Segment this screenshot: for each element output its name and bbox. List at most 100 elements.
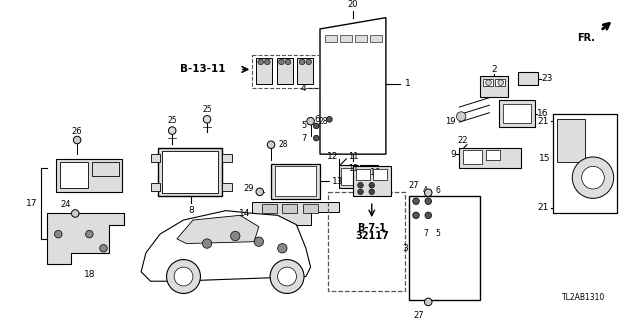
Bar bbox=[463, 150, 482, 164]
Bar bbox=[557, 119, 586, 162]
Circle shape bbox=[74, 136, 81, 144]
Text: 13: 13 bbox=[332, 177, 344, 186]
Circle shape bbox=[425, 212, 431, 219]
Text: 11: 11 bbox=[348, 152, 359, 161]
Text: 1: 1 bbox=[404, 79, 410, 88]
Circle shape bbox=[72, 210, 79, 217]
Bar bbox=[222, 154, 232, 162]
Text: 5: 5 bbox=[435, 229, 440, 238]
Circle shape bbox=[456, 112, 466, 121]
Text: 22: 22 bbox=[458, 136, 468, 145]
Circle shape bbox=[358, 182, 364, 188]
Bar bbox=[486, 150, 500, 160]
Circle shape bbox=[230, 231, 240, 241]
Text: B-13-11: B-13-11 bbox=[180, 64, 226, 75]
Polygon shape bbox=[320, 18, 386, 154]
Text: 11: 11 bbox=[348, 164, 358, 172]
Text: 5: 5 bbox=[301, 121, 307, 130]
Circle shape bbox=[86, 230, 93, 238]
Circle shape bbox=[166, 260, 200, 293]
Circle shape bbox=[424, 189, 432, 196]
Text: B-7-1: B-7-1 bbox=[357, 223, 386, 233]
Circle shape bbox=[498, 80, 504, 85]
Bar bbox=[340, 35, 352, 42]
Text: 25: 25 bbox=[168, 116, 177, 125]
Circle shape bbox=[413, 198, 419, 204]
Text: 7: 7 bbox=[301, 134, 307, 143]
Polygon shape bbox=[177, 215, 259, 244]
Circle shape bbox=[425, 198, 431, 204]
Circle shape bbox=[314, 135, 319, 141]
Text: 8: 8 bbox=[188, 206, 194, 215]
Bar bbox=[298, 58, 314, 84]
Text: 4: 4 bbox=[423, 186, 428, 195]
Text: 16: 16 bbox=[538, 109, 549, 118]
Bar bbox=[256, 58, 272, 84]
Bar bbox=[360, 165, 378, 188]
Text: 28: 28 bbox=[318, 117, 328, 126]
Bar bbox=[410, 196, 480, 300]
Circle shape bbox=[486, 80, 492, 85]
Circle shape bbox=[264, 59, 270, 65]
Text: TL2AB1310: TL2AB1310 bbox=[562, 293, 605, 302]
Bar bbox=[355, 35, 367, 42]
Bar bbox=[353, 166, 390, 196]
Bar bbox=[460, 148, 520, 168]
Text: 27: 27 bbox=[413, 311, 424, 320]
Polygon shape bbox=[141, 211, 310, 281]
Bar bbox=[271, 164, 320, 199]
Text: 2: 2 bbox=[492, 65, 497, 74]
Text: 26: 26 bbox=[72, 127, 83, 136]
Circle shape bbox=[314, 123, 319, 129]
Bar bbox=[222, 183, 232, 191]
Bar bbox=[158, 148, 222, 196]
Bar bbox=[356, 169, 370, 180]
Circle shape bbox=[424, 298, 432, 306]
Circle shape bbox=[582, 166, 604, 189]
Text: 18: 18 bbox=[84, 270, 95, 279]
Text: 29: 29 bbox=[244, 184, 254, 193]
Polygon shape bbox=[47, 213, 124, 264]
Circle shape bbox=[174, 267, 193, 286]
Circle shape bbox=[285, 59, 291, 65]
Text: 6: 6 bbox=[315, 115, 320, 124]
Text: 17: 17 bbox=[26, 199, 38, 208]
Circle shape bbox=[278, 244, 287, 253]
Bar bbox=[60, 162, 88, 188]
Bar bbox=[495, 79, 506, 86]
Bar bbox=[499, 100, 534, 127]
Bar bbox=[150, 154, 160, 162]
Text: 6: 6 bbox=[435, 186, 440, 195]
Circle shape bbox=[268, 141, 275, 148]
Bar bbox=[370, 35, 382, 42]
Circle shape bbox=[54, 230, 62, 238]
Bar bbox=[276, 58, 292, 84]
Circle shape bbox=[254, 237, 264, 246]
Text: 12: 12 bbox=[328, 152, 339, 161]
Text: 27: 27 bbox=[408, 181, 419, 190]
Text: 4: 4 bbox=[300, 84, 306, 93]
Circle shape bbox=[300, 59, 305, 65]
Bar bbox=[372, 169, 387, 180]
Bar bbox=[162, 151, 218, 193]
Bar bbox=[554, 114, 618, 212]
Text: 14: 14 bbox=[239, 209, 250, 218]
Circle shape bbox=[413, 212, 419, 219]
Circle shape bbox=[306, 59, 312, 65]
Bar bbox=[56, 159, 122, 192]
Bar bbox=[328, 192, 404, 291]
Text: 24: 24 bbox=[60, 200, 70, 209]
Bar bbox=[480, 76, 508, 97]
Polygon shape bbox=[252, 202, 339, 225]
Text: 9: 9 bbox=[451, 150, 456, 159]
Circle shape bbox=[307, 117, 314, 125]
Circle shape bbox=[278, 267, 296, 286]
Text: 19: 19 bbox=[445, 117, 456, 126]
Bar bbox=[518, 72, 538, 85]
Circle shape bbox=[100, 244, 108, 252]
Bar bbox=[282, 204, 298, 213]
Bar bbox=[150, 183, 160, 191]
Circle shape bbox=[572, 157, 614, 198]
Text: 21: 21 bbox=[538, 117, 548, 126]
Text: 15: 15 bbox=[539, 154, 550, 163]
